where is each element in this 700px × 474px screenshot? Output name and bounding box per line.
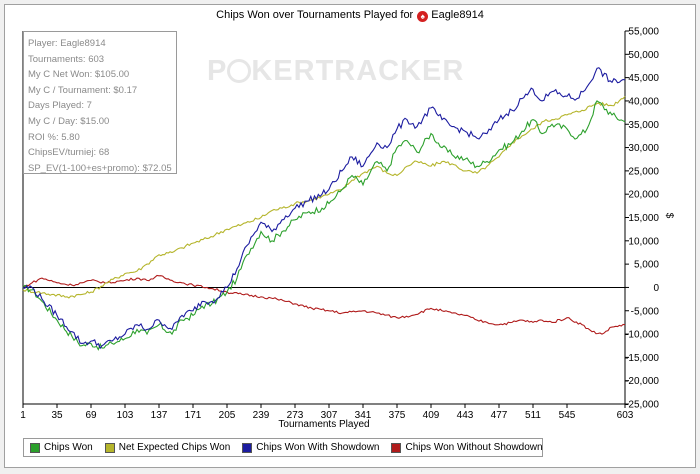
y-tick-label: -20,000: [625, 376, 659, 387]
x-tick-label: 307: [321, 410, 338, 421]
legend-label: Chips Won Without Showdown: [405, 442, 543, 453]
axes-layer: -25,000 -20,000 -15,000 -10,000 -5,000 0 5,000…: [20, 27, 659, 422]
y-tick-label: 5,000: [634, 260, 659, 271]
player-stats-box: Player: Eagle8914 Tournaments: 603 My C …: [23, 31, 177, 174]
stat-per-tournament: My C / Tournament: $0.17: [28, 84, 138, 96]
chip-icon: [227, 59, 252, 83]
stat-sp-ev: SP_EV(1-100+es+promo): $72.05: [28, 162, 172, 174]
stat-roi: ROI %: 5.80: [28, 131, 80, 143]
y-tick-label: -5,000: [631, 306, 660, 317]
y-tick-label: 0: [653, 283, 659, 294]
stat-tournaments: Tournaments: 603: [28, 53, 105, 65]
watermark-text-part1: P: [207, 55, 228, 87]
x-tick-label: 171: [185, 410, 202, 421]
x-tick-label: 35: [51, 410, 63, 421]
y-tick-label: -25,000: [625, 400, 659, 411]
x-tick-label: 443: [457, 410, 474, 421]
x-tick-label: 103: [117, 410, 134, 421]
x-tick-label: 409: [423, 410, 440, 421]
legend-label: Chips Won With Showdown: [256, 442, 380, 453]
legend-item-with-showdown[interactable]: Chips Won With Showdown: [242, 442, 379, 453]
x-axis-label: Tournaments Played: [278, 419, 370, 430]
y-tick-label: 25,000: [628, 166, 659, 177]
x-tick-label: 341: [355, 410, 372, 421]
y-tick-label: 15,000: [628, 213, 659, 224]
legend-label: Chips Won: [44, 442, 93, 453]
y-tick-label: 45,000: [628, 73, 659, 84]
series-line-2: [22, 67, 626, 350]
y-tick-label: 40,000: [628, 96, 659, 107]
chart-title: Chips Won over Tournaments Played for ♠ Ea…: [0, 9, 700, 22]
y-tick-label: -10,000: [625, 330, 659, 341]
x-tick-label: 205: [219, 410, 236, 421]
y-tick-label: 10,000: [628, 236, 659, 247]
legend-item-chips-won[interactable]: Chips Won: [30, 442, 93, 453]
stat-chipsev: ChipsEV/turniej: 68: [28, 147, 110, 159]
legend-item-net-expected[interactable]: Net Expected Chips Won: [104, 442, 231, 453]
legend-swatch: [391, 442, 402, 453]
y-tick-label: 50,000: [628, 50, 659, 61]
series-layer: [22, 67, 626, 351]
legend: Chips Won Net Expected Chips Won Chips W…: [23, 438, 543, 457]
legend-swatch: [104, 442, 115, 453]
y-tick-label: 55,000: [628, 27, 659, 38]
x-tick-label: 1: [20, 410, 26, 421]
spade-icon: ♠: [417, 11, 429, 22]
stat-player: Player: Eagle8914: [28, 38, 106, 49]
legend-item-without-showdown[interactable]: Chips Won Without Showdown: [391, 442, 543, 453]
chart-title-player: Eagle8914: [431, 9, 484, 21]
stat-net-won: My C Net Won: $105.00: [28, 69, 130, 81]
x-tick-label: 375: [389, 410, 406, 421]
watermark: P KERTRACKER: [207, 55, 464, 88]
y-axis-label: $: [663, 212, 675, 219]
chart-title-text: Chips Won over Tournaments Played for: [216, 9, 414, 21]
y-tick-label: 30,000: [628, 143, 659, 154]
y-tick-label: 35,000: [628, 120, 659, 131]
x-tick-label: 603: [617, 410, 634, 421]
x-tick-label: 545: [559, 410, 576, 421]
x-tick-label: 239: [253, 410, 270, 421]
watermark-text: KERTRACKER: [251, 55, 465, 87]
stat-per-day: My C / Day: $15.00: [28, 115, 110, 127]
x-tick-label: 273: [287, 410, 304, 421]
x-tick-label: 137: [151, 410, 168, 421]
stat-days-played: Days Played: 7: [28, 100, 92, 112]
x-tick-label: 477: [491, 410, 508, 421]
legend-swatch: [242, 442, 253, 453]
x-tick-label: 511: [525, 410, 541, 421]
legend-swatch: [30, 442, 40, 453]
series-line-3: [22, 274, 626, 335]
legend-label: Net Expected Chips Won: [118, 442, 231, 453]
y-tick-label: 20,000: [628, 190, 659, 201]
y-tick-label: -15,000: [625, 353, 659, 364]
series-line-0: [22, 100, 626, 351]
series-line-1: [22, 95, 626, 299]
x-tick-label: 69: [85, 410, 97, 421]
